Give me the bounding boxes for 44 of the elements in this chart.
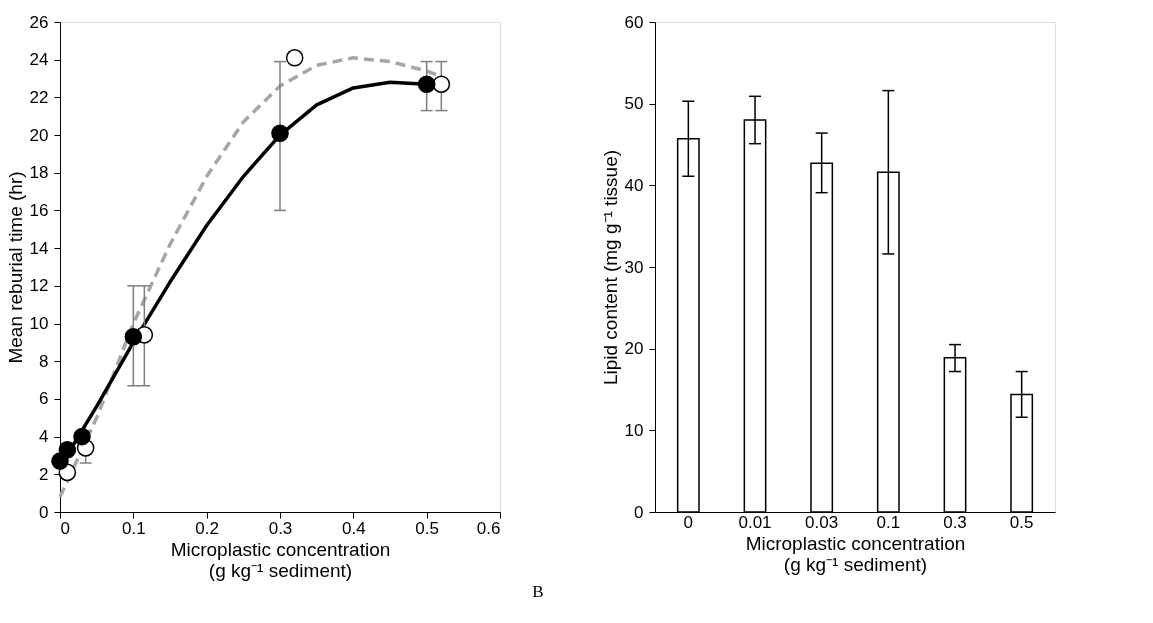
point bbox=[271, 124, 289, 142]
x-tick-label: 0.3 bbox=[268, 518, 293, 538]
x-tick-label: 0.01 bbox=[738, 512, 772, 532]
y-tick-label: 24 bbox=[29, 50, 49, 70]
y-tick-label: 22 bbox=[29, 87, 49, 107]
x-tick-label: 0.1 bbox=[122, 518, 146, 538]
x-tick-label: 0.03 bbox=[805, 512, 839, 532]
point bbox=[432, 75, 451, 93]
y-tick-label: 18 bbox=[29, 163, 49, 183]
x-tick-label: 0.1 bbox=[876, 512, 901, 532]
point bbox=[58, 441, 77, 459]
x-tick-label: 0 bbox=[683, 512, 694, 532]
x-tick-label: 0.2 bbox=[195, 518, 219, 538]
point bbox=[285, 49, 304, 67]
text: B bbox=[532, 582, 544, 601]
y-axis-title: Mean reburial time (hr) bbox=[4, 171, 26, 364]
x-tick-label: 0.5 bbox=[1009, 512, 1034, 532]
y-tick-label: 20 bbox=[29, 125, 49, 145]
y-tick-label: 30 bbox=[624, 257, 644, 277]
x-tick-label: 0.6 bbox=[476, 518, 501, 538]
x-tick-label: 0.4 bbox=[342, 518, 366, 538]
y-tick-label: 8 bbox=[39, 351, 49, 371]
point bbox=[124, 327, 143, 346]
y-tick-label: 10 bbox=[29, 314, 49, 334]
y-axis-title: Lipid content (mg g⁻¹ tissue) bbox=[599, 149, 621, 386]
x-axis-title: Microplastic concentration (g kg⁻¹ sediment) bbox=[170, 538, 391, 581]
x-tick-label: 0.5 bbox=[415, 518, 439, 538]
y-tick-label: 6 bbox=[39, 389, 49, 409]
y-tick-label: 10 bbox=[624, 420, 644, 440]
y-tick-label: 2 bbox=[39, 464, 49, 484]
y-tick-label: 14 bbox=[29, 238, 49, 258]
y-tick-label: 26 bbox=[29, 12, 49, 32]
point bbox=[417, 75, 436, 93]
y-tick-label: 50 bbox=[624, 94, 644, 114]
y-tick-label: 20 bbox=[624, 339, 644, 359]
point bbox=[73, 427, 91, 446]
x-tick-label: 0 bbox=[60, 518, 70, 538]
y-tick-label: 4 bbox=[39, 427, 49, 447]
y-tick-label: 60 bbox=[624, 12, 644, 32]
x-tick-label: 0.3 bbox=[943, 512, 967, 532]
y-tick-label: 16 bbox=[29, 200, 49, 220]
y-tick-label: 12 bbox=[29, 276, 49, 296]
y-tick-label: 40 bbox=[624, 175, 644, 195]
x-axis-title: Microplastic concentration (g kg⁻¹ sediment) bbox=[745, 532, 966, 575]
